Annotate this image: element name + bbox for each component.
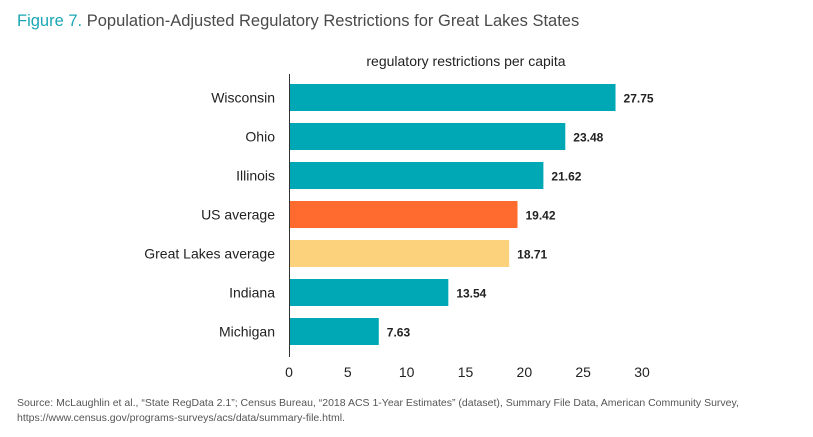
bar bbox=[289, 84, 616, 111]
category-label: Illinois bbox=[236, 168, 275, 184]
x-tick-label: 0 bbox=[285, 364, 293, 380]
data-label: 18.71 bbox=[517, 248, 547, 262]
data-label: 27.75 bbox=[624, 92, 654, 106]
x-tick-label: 10 bbox=[399, 364, 415, 380]
figure-title: Figure 7. Population-Adjusted Regulatory… bbox=[17, 12, 579, 31]
data-label: 23.48 bbox=[573, 131, 603, 145]
chart-title: regulatory restrictions per capita bbox=[366, 53, 565, 69]
bar bbox=[289, 279, 449, 306]
source-note: Source: McLaughlin et al., “State RegDat… bbox=[17, 397, 739, 424]
x-tick-label: 5 bbox=[344, 364, 352, 380]
figure-number: Figure 7. bbox=[17, 12, 83, 30]
bar bbox=[289, 240, 510, 267]
data-label: 7.63 bbox=[387, 326, 411, 340]
category-label: US average bbox=[201, 207, 275, 223]
x-tick-label: 15 bbox=[458, 364, 474, 380]
category-label: Michigan bbox=[219, 324, 275, 340]
figure-title-text: Population-Adjusted Regulatory Restricti… bbox=[86, 12, 580, 30]
x-tick-label: 25 bbox=[575, 364, 591, 380]
bar bbox=[289, 318, 379, 345]
data-label: 19.42 bbox=[526, 209, 556, 223]
x-tick-label: 20 bbox=[517, 364, 533, 380]
bar-chart: regulatory restrictions per capita Wiscon… bbox=[144, 53, 654, 380]
data-label: 13.54 bbox=[456, 287, 486, 301]
x-tick-label: 30 bbox=[634, 364, 650, 380]
data-label: 21.62 bbox=[551, 170, 581, 184]
category-label: Ohio bbox=[245, 129, 275, 145]
bar bbox=[289, 201, 518, 228]
category-label: Great Lakes average bbox=[144, 246, 275, 262]
category-label: Wisconsin bbox=[211, 90, 275, 106]
bar bbox=[289, 123, 566, 150]
category-label: Indiana bbox=[229, 285, 275, 301]
bar bbox=[289, 162, 544, 189]
